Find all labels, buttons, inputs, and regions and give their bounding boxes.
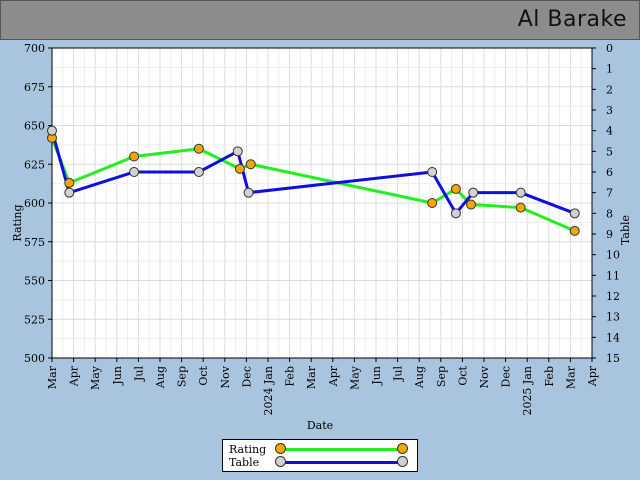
y-tick-label-right-5: 5 <box>606 145 613 158</box>
x-tick-label-20: Nov <box>478 365 491 388</box>
y-tick-label-right-13: 13 <box>606 311 620 324</box>
x-tick-label-2: May <box>89 365 102 390</box>
x-tick-label-24: Mar <box>564 365 577 389</box>
y-axis-title-left: Rating <box>11 204 24 241</box>
table-point-0 <box>47 125 57 136</box>
legend-marker-table-start <box>275 456 286 467</box>
legend-label-table: Table <box>229 456 260 469</box>
rating-point-3 <box>193 143 204 154</box>
y-tick-label-left-7: 675 <box>24 81 45 94</box>
x-tick-label-10: 2024 Jan <box>262 366 275 416</box>
rating-point-5 <box>245 159 256 170</box>
y-tick-label-right-4: 4 <box>606 125 613 138</box>
y-tick-label-right-9: 9 <box>606 228 613 241</box>
rating-point-4 <box>234 163 245 174</box>
rating-point-10 <box>569 225 580 236</box>
rating-point-6 <box>427 198 438 208</box>
y-tick-label-right-11: 11 <box>606 269 620 282</box>
y-tick-label-right-15: 15 <box>606 352 620 365</box>
x-tick-label-1: Apr <box>68 365 81 387</box>
y-tick-label-left-0: 500 <box>24 352 45 365</box>
y-tick-label-left-6: 650 <box>24 120 45 133</box>
x-tick-label-22: 2025 Jan <box>521 366 534 416</box>
y-tick-label-left-4: 600 <box>24 197 45 210</box>
legend: Rating Table <box>222 439 418 472</box>
x-tick-label-11: Feb <box>284 366 297 387</box>
table-point-9 <box>515 187 526 198</box>
y-tick-label-left-2: 550 <box>24 275 45 288</box>
y-tick-label-right-6: 6 <box>606 166 613 179</box>
x-tick-label-19: Oct <box>456 365 469 385</box>
legend-line-table <box>281 461 401 464</box>
table-point-6 <box>427 167 438 177</box>
x-tick-label-17: Aug <box>413 366 426 389</box>
rating-point-2 <box>129 151 140 162</box>
x-tick-label-3: Jun <box>111 366 124 386</box>
table-point-4 <box>232 146 243 157</box>
table-point-8 <box>468 187 479 198</box>
table-point-5 <box>243 187 254 198</box>
legend-line-rating <box>281 448 401 451</box>
x-tick-label-13: Apr <box>327 365 340 387</box>
y-tick-label-right-14: 14 <box>606 331 620 344</box>
y-tick-label-right-2: 2 <box>606 83 613 96</box>
x-tick-label-0: Mar <box>46 365 59 389</box>
x-tick-label-12: Mar <box>305 365 318 389</box>
x-axis-title: Date <box>307 419 333 432</box>
y-axis-title-right: Table <box>619 215 632 245</box>
x-tick-label-18: Sep <box>435 366 448 387</box>
header-bar: Al Barake <box>0 0 640 40</box>
y-tick-label-right-1: 1 <box>606 63 613 76</box>
x-tick-label-14: May <box>348 365 361 390</box>
player-name: Al Barake <box>517 7 627 32</box>
legend-marker-table-end <box>397 456 408 467</box>
y-tick-label-left-8: 700 <box>24 42 45 55</box>
y-tick-label-right-3: 3 <box>606 104 613 117</box>
rating-point-7 <box>450 184 461 195</box>
x-tick-label-21: Dec <box>500 366 513 388</box>
y-tick-label-right-12: 12 <box>606 290 620 303</box>
y-tick-label-right-8: 8 <box>606 207 613 220</box>
rating-point-9 <box>515 202 526 213</box>
x-tick-label-5: Aug <box>154 366 167 389</box>
x-tick-label-23: Feb <box>543 366 556 387</box>
legend-marker-rating-end <box>397 443 408 454</box>
rating-point-1 <box>64 177 75 188</box>
x-tick-label-7: Oct <box>197 365 210 385</box>
y-tick-label-left-5: 625 <box>24 158 45 171</box>
y-tick-label-right-0: 0 <box>606 42 613 55</box>
x-tick-label-25: Apr <box>586 365 599 387</box>
x-tick-label-15: Jun <box>370 366 383 386</box>
x-tick-label-16: Jul <box>392 366 405 382</box>
y-tick-label-right-10: 10 <box>606 249 620 262</box>
rating-point-8 <box>466 199 477 210</box>
y-tick-label-right-7: 7 <box>606 187 613 200</box>
y-tick-label-left-1: 525 <box>24 313 45 326</box>
legend-label-rating: Rating <box>229 443 267 456</box>
table-point-3 <box>193 167 204 177</box>
x-tick-label-4: Jul <box>132 366 145 382</box>
y-tick-label-left-3: 575 <box>24 236 45 249</box>
table-point-1 <box>64 187 75 198</box>
x-tick-label-8: Nov <box>219 365 232 388</box>
table-point-2 <box>129 167 140 177</box>
legend-marker-rating-start <box>275 443 286 454</box>
table-point-10 <box>569 208 580 219</box>
table-point-7 <box>450 208 461 219</box>
x-tick-label-6: Sep <box>176 366 189 387</box>
x-tick-label-9: Dec <box>240 366 253 388</box>
